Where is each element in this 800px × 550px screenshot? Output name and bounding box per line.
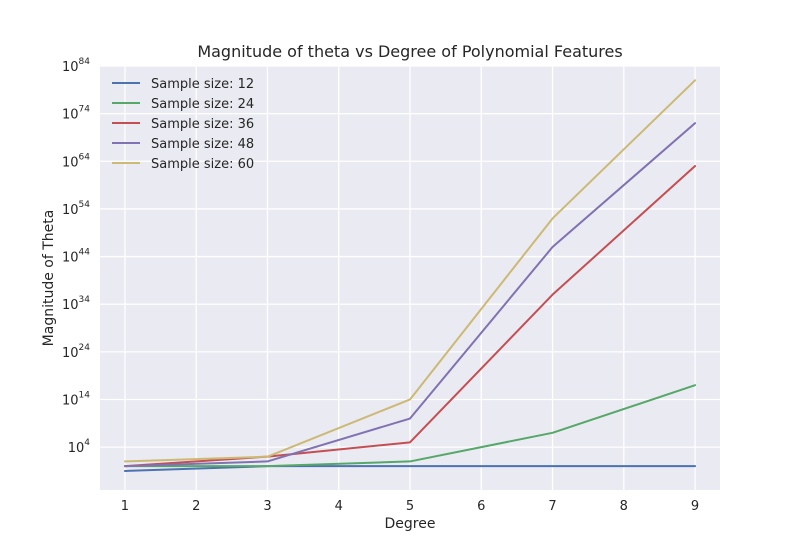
- legend-label: Sample size: 24: [151, 97, 254, 112]
- y-tick-exponent: 54: [79, 200, 91, 210]
- y-tick-base: 10: [62, 155, 79, 170]
- y-tick-label: 1084: [62, 57, 90, 75]
- series-line-2: [123, 384, 697, 468]
- y-tick-base: 10: [68, 441, 85, 456]
- y-tick-base: 10: [62, 60, 79, 75]
- y-tick-base: 10: [62, 393, 79, 408]
- y-tick-exponent: 74: [79, 105, 91, 115]
- x-tick-label: 8: [620, 499, 628, 514]
- x-tick-label: 6: [477, 499, 485, 514]
- x-tick-label: 1: [121, 499, 129, 514]
- series-line-1: [123, 465, 697, 472]
- x-tick-label: 9: [691, 499, 699, 514]
- y-axis-title: Magnitude of Theta: [41, 210, 57, 347]
- chart-title: Magnitude of theta vs Degree of Polynomi…: [197, 42, 622, 61]
- y-tick-base: 10: [62, 346, 79, 361]
- y-tick-exponent: 4: [84, 438, 90, 448]
- x-tick-label: 3: [263, 499, 271, 514]
- y-tick-exponent: 64: [79, 152, 91, 162]
- series-line-3: [123, 165, 697, 468]
- y-tick-exponent: 44: [79, 248, 91, 258]
- legend: Sample size: 12 Sample size: 24 Sample siz…: [112, 77, 254, 172]
- y-tick-base: 10: [62, 108, 79, 123]
- y-tick-base: 10: [62, 298, 79, 313]
- series-line-5: [123, 79, 697, 463]
- y-tick-base: 10: [62, 203, 79, 218]
- y-tick-exponent: 24: [79, 343, 91, 353]
- legend-label: Sample size: 36: [151, 117, 254, 132]
- y-tick-label: 1014: [62, 390, 90, 408]
- y-tick-exponent: 84: [79, 57, 91, 67]
- x-axis-title: Degree: [385, 516, 436, 532]
- y-tick-label: 1044: [62, 248, 90, 266]
- x-tick-labels: 1 2 3 4 5 6 7 8 9: [121, 499, 699, 514]
- x-tick-label: 7: [548, 499, 556, 514]
- y-tick-label: 104: [68, 438, 91, 456]
- x-tick-label: 5: [406, 499, 414, 514]
- series-layer: [123, 79, 697, 472]
- y-tick-label: 1064: [62, 152, 90, 170]
- x-tick-label: 4: [335, 499, 343, 514]
- y-tick-label: 1024: [62, 343, 90, 361]
- y-tick-base: 10: [62, 251, 79, 266]
- y-tick-exponent: 34: [79, 295, 91, 305]
- y-tick-exponent: 14: [79, 390, 91, 400]
- y-tick-label: 1034: [62, 295, 90, 313]
- legend-label: Sample size: 12: [151, 77, 254, 92]
- legend-label: Sample size: 60: [151, 157, 254, 172]
- series-line-4: [123, 122, 697, 468]
- y-tick-label: 1054: [62, 200, 90, 218]
- y-tick-label: 1074: [62, 105, 90, 123]
- legend-label: Sample size: 48: [151, 137, 254, 152]
- x-tick-label: 2: [192, 499, 200, 514]
